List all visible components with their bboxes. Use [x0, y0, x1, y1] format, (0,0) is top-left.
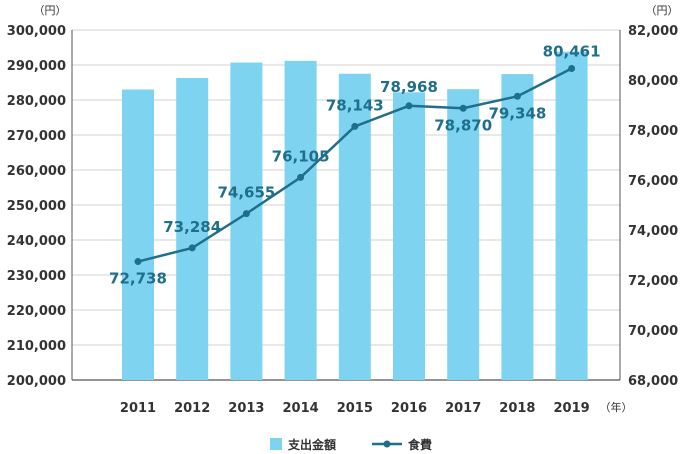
- line-point: [188, 244, 196, 252]
- line-data-label: 79,348: [488, 104, 546, 122]
- left-tick-label: 230,000: [7, 269, 66, 284]
- x-tick-label: 2019: [554, 401, 590, 416]
- bar: [393, 92, 425, 381]
- line-point: [134, 258, 142, 266]
- bar: [122, 89, 154, 380]
- line-point: [351, 122, 359, 130]
- bar: [447, 89, 480, 381]
- line-data-label: 78,870: [434, 116, 492, 134]
- line-series: [134, 64, 576, 266]
- bar: [501, 74, 534, 380]
- line-data-label: 72,738: [109, 270, 167, 288]
- x-tick-label: 2016: [391, 401, 427, 416]
- x-tick-label: 2013: [228, 401, 264, 416]
- right-tick-label: 70,000: [628, 324, 678, 339]
- x-tick-label: 2017: [445, 401, 481, 416]
- right-tick-label: 72,000: [628, 274, 678, 289]
- line-point: [459, 104, 467, 112]
- right-axis-unit: （円）: [646, 4, 679, 17]
- x-tick-label: 2014: [283, 401, 319, 416]
- left-tick-label: 200,000: [7, 374, 66, 389]
- left-tick-label: 250,000: [7, 199, 66, 214]
- left-tick-label: 300,000: [7, 24, 66, 39]
- bar: [284, 60, 317, 381]
- legend-label-line: 食費: [407, 437, 432, 452]
- line-point: [297, 173, 305, 181]
- left-tick-label: 290,000: [7, 59, 66, 74]
- x-tick-label: 2015: [337, 401, 373, 416]
- axes: 200,000 210,000 220,000 230,000 240,000 250,0…: [7, 4, 679, 416]
- line-point: [242, 210, 250, 218]
- line-data-label: 73,284: [163, 218, 221, 236]
- legend-label-bar: 支出金額: [287, 437, 336, 452]
- line-data-label: 76,105: [272, 147, 330, 165]
- right-tick-label: 78,000: [628, 124, 678, 139]
- right-tick-label: 80,000: [628, 74, 678, 89]
- x-tick-label: 2018: [499, 401, 535, 416]
- left-axis-unit: （円）: [34, 4, 67, 17]
- left-tick-label: 210,000: [7, 339, 66, 354]
- line-data-label: 80,461: [543, 42, 601, 60]
- line-point: [568, 64, 576, 72]
- line-point: [405, 102, 413, 110]
- right-tick-label: 68,000: [628, 374, 678, 389]
- left-tick-label: 220,000: [7, 304, 66, 319]
- right-tick-label: 76,000: [628, 174, 678, 189]
- right-tick-label: 82,000: [628, 24, 678, 39]
- bar: [338, 73, 371, 380]
- legend-swatch-marker: [383, 440, 391, 448]
- bar: [555, 51, 588, 380]
- left-tick-label: 270,000: [7, 129, 66, 144]
- line-point: [513, 92, 521, 100]
- x-axis-unit: （年）: [600, 400, 633, 414]
- x-tick-label: 2011: [120, 401, 156, 416]
- right-tick-label: 74,000: [628, 224, 678, 239]
- left-tick-label: 260,000: [7, 164, 66, 179]
- line-data-label: 78,143: [326, 96, 384, 114]
- line-data-label: 74,655: [217, 184, 275, 202]
- legend-swatch-bar: [270, 438, 282, 450]
- left-tick-label: 240,000: [7, 234, 66, 249]
- legend: 支出金額 食費: [270, 437, 432, 452]
- line-data-label: 78,968: [380, 78, 438, 96]
- bar: [176, 77, 209, 380]
- x-tick-label: 2012: [174, 401, 210, 416]
- left-tick-label: 280,000: [7, 94, 66, 109]
